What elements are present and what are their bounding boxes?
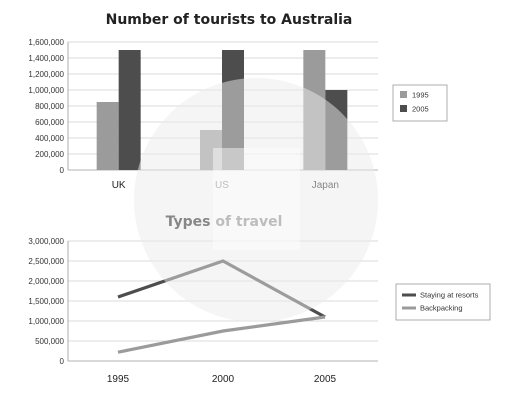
line-y-tick-label: 500,000 — [35, 337, 64, 346]
bar-y-tick-label: 1,600,000 — [28, 38, 64, 47]
bar-uk-2005 — [118, 50, 141, 170]
bar-japan-2005 — [325, 90, 348, 170]
line-legend-label: Staying at resorts — [420, 291, 479, 300]
line-y-tick-label: 2,000,000 — [28, 277, 64, 286]
bar-legend-swatch-1995 — [400, 91, 407, 98]
line-y-tick-label: 2,500,000 — [28, 257, 64, 266]
bar-y-tick-label: 200,000 — [35, 150, 64, 159]
line-y-tick-label: 1,000,000 — [28, 317, 64, 326]
line-x-tick-label: 1995 — [107, 374, 130, 385]
bar-legend-label: 1995 — [412, 91, 429, 100]
bar-y-tick-label: 600,000 — [35, 118, 64, 127]
bar-y-tick-label: 1,400,000 — [28, 54, 64, 63]
line-y-tick-label: 0 — [60, 357, 65, 366]
line-series-staying-at-resorts — [117, 259, 326, 319]
bar-y-tick-label: 400,000 — [35, 134, 64, 143]
bar-us-1995 — [200, 130, 222, 170]
line-y-tick-label: 3,000,000 — [28, 237, 64, 246]
bar-y-tick-label: 1,000,000 — [28, 86, 64, 95]
line-x-tick-label: 2000 — [212, 374, 235, 385]
bar-japan-1995 — [303, 50, 326, 170]
line-x-tick-label: 2005 — [314, 374, 337, 385]
line-legend-label: Backpacking — [420, 304, 463, 313]
bar-y-tick-label: 800,000 — [35, 102, 64, 111]
bar-legend-label: 2005 — [412, 105, 429, 114]
bar-legend-swatch-2005 — [400, 105, 407, 112]
line-chart-title: Types of travel — [166, 214, 283, 230]
line-legend — [395, 283, 491, 321]
bar-y-tick-label: 0 — [60, 166, 65, 175]
line-series-backpacking — [117, 315, 326, 354]
bar-us-2005 — [222, 50, 244, 170]
bar-uk-1995 — [96, 102, 119, 170]
bar-y-tick-label: 1,200,000 — [28, 70, 64, 79]
line-y-tick-label: 1,500,000 — [28, 297, 64, 306]
bar-chart-title: Number of tourists to Australia — [106, 12, 353, 28]
bar-category-label: US — [215, 180, 229, 191]
bar-category-label: UK — [112, 180, 126, 191]
bar-category-label: Japan — [312, 180, 339, 191]
